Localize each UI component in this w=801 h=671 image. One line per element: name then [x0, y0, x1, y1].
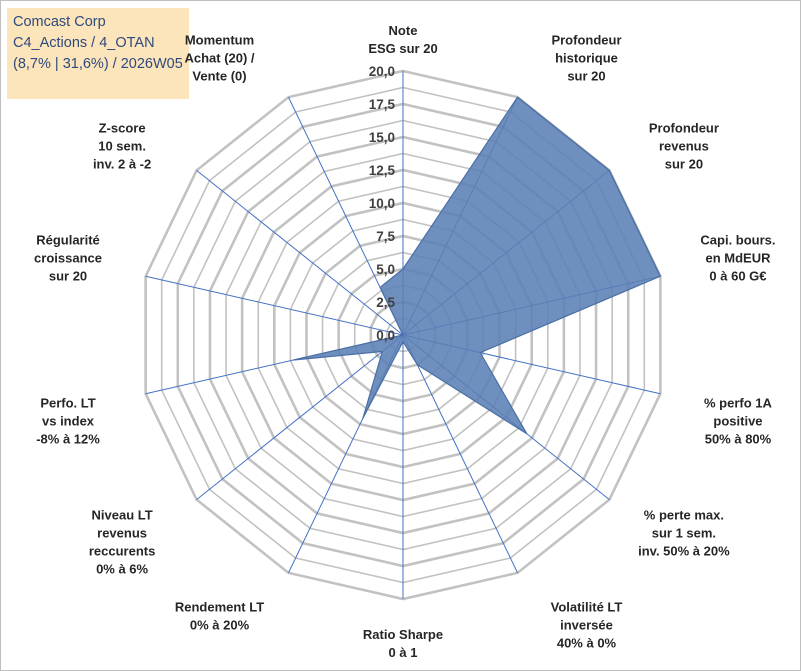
axis-label: Z-score 10 sem. inv. 2 à -2 — [93, 120, 151, 171]
axis-label-line: croissance — [34, 251, 102, 266]
axis-label-line: Ratio Sharpe — [363, 627, 443, 642]
axis-label-line: Z-score — [99, 120, 146, 135]
title-stats: (8,7% | 31,6%) / 2026W05 — [13, 56, 183, 72]
tick-label: 12,5 — [369, 163, 396, 178]
axis-label: Régularité croissance sur 20 — [34, 233, 102, 284]
axis-label-line: Note — [389, 23, 418, 38]
tick-label: 17,5 — [369, 97, 396, 112]
axis-label-line: Momentum — [185, 33, 254, 48]
axis-label-line: Régularité — [36, 233, 100, 248]
axis-label-line: 40% à 0% — [557, 635, 617, 650]
axis-label-line: positive — [713, 413, 762, 428]
axis-label-line: sur 1 sem. — [652, 526, 716, 541]
axis-labels: Note ESG sur 20 Profondeur historique sur 20… — [34, 23, 775, 660]
tick-label: 10,0 — [369, 196, 395, 211]
axis-label: Perfo. LT vs index -8% à 12% — [36, 395, 100, 446]
axis-label-line: -8% à 12% — [36, 431, 100, 446]
axis-label-line: revenus — [659, 138, 709, 153]
axis-label: Rendement LT 0% à 20% — [175, 599, 264, 632]
axis-spoke — [145, 275, 404, 336]
axis-label-line: historique — [555, 51, 618, 66]
axis-label: Capi. bours. en MdEUR 0 à 60 G€ — [700, 233, 775, 284]
axis-label-line: Volatilité LT — [551, 599, 623, 614]
axis-label-line: Niveau LT — [92, 508, 153, 523]
axis-label-line: inv. 2 à -2 — [93, 156, 151, 171]
axis-label-line: 0 à 60 G€ — [709, 269, 766, 284]
axis-label-line: 10 sem. — [98, 138, 146, 153]
axis-label-line: Achat (20) / — [184, 51, 254, 66]
series-area — [293, 96, 661, 435]
axis-label-line: sur 20 — [567, 69, 605, 84]
tick-label: 0,0 — [376, 328, 395, 343]
axis-label: Profondeur historique sur 20 — [551, 33, 621, 84]
axis-label-line: Rendement LT — [175, 599, 264, 614]
tick-label: 20,0 — [369, 64, 395, 79]
axis-label-line: reccurents — [89, 544, 155, 559]
tick-label: 2,5 — [376, 295, 395, 310]
axis-label-line: vs index — [42, 413, 95, 428]
axis-label: % perte max. sur 1 sem. inv. 50% à 20% — [638, 508, 730, 559]
axis-label: Momentum Achat (20) / Vente (0) — [184, 33, 254, 84]
axis-label-line: revenus — [97, 526, 147, 541]
axis-label-line: ESG sur 20 — [368, 41, 437, 56]
axis-label-line: 0% à 20% — [190, 617, 250, 632]
axis-label-line: Capi. bours. — [700, 233, 775, 248]
axis-label-line: Perfo. LT — [40, 395, 95, 410]
axis-label-line: Vente (0) — [192, 69, 246, 84]
axis-label: Volatilité LT inversée 40% à 0% — [551, 599, 623, 650]
axis-label: Niveau LT revenus reccurents 0% à 6% — [89, 508, 155, 577]
axis-label-line: Profondeur — [649, 120, 719, 135]
axis-label: Note ESG sur 20 — [368, 23, 437, 56]
axis-label-line: sur 20 — [49, 269, 87, 284]
axis-spoke — [402, 334, 518, 574]
chart-title-box: Comcast Corp C4_Actions / 4_OTAN (8,7% |… — [7, 8, 189, 99]
axis-label: Ratio Sharpe 0 à 1 — [363, 627, 443, 660]
tick-label: 5,0 — [376, 262, 395, 277]
axis-label-line: 50% à 80% — [705, 431, 772, 446]
axis-label: Profondeur revenus sur 20 — [649, 120, 719, 171]
axis-label-line: % perfo 1A — [704, 395, 773, 410]
tick-label: 15,0 — [369, 130, 395, 145]
axis-label-line: sur 20 — [665, 156, 703, 171]
axis-spoke — [196, 334, 404, 500]
axis-label-line: inv. 50% à 20% — [638, 544, 730, 559]
axis-label-line: 0% à 6% — [96, 562, 148, 577]
axis-spoke — [196, 170, 404, 336]
axis-label-line: % perte max. — [644, 508, 724, 523]
axis-label-line: inversée — [560, 617, 613, 632]
series — [293, 96, 661, 435]
tick-labels: 0,0 2,5 5,0 7,5 10,0 12,5 15,0 17,5 20,0 — [369, 64, 396, 343]
title-category: C4_Actions / 4_OTAN — [13, 35, 155, 51]
axis-label-line: Profondeur — [551, 33, 621, 48]
axis-label-line: en MdEUR — [705, 251, 771, 266]
axis-label: % perfo 1A positive 50% à 80% — [704, 395, 773, 446]
tick-label: 7,5 — [376, 229, 395, 244]
axis-label-line: 0 à 1 — [389, 645, 418, 660]
title-company: Comcast Corp — [13, 14, 106, 30]
